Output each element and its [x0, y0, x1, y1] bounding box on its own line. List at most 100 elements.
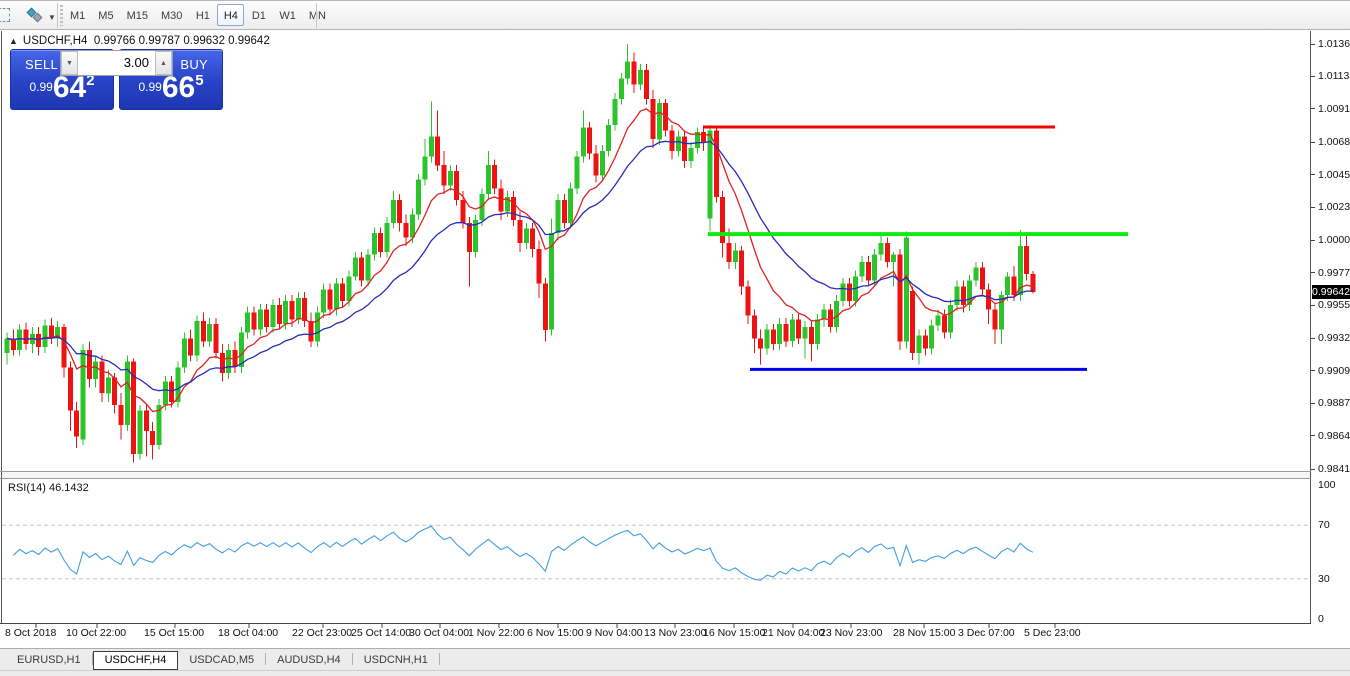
price-axis[interactable]: 1.01360 1.01135 1.00910 1.00680 1.00455 1.002…	[1311, 31, 1350, 647]
price-tick	[1311, 272, 1315, 274]
timeframe-button-d1[interactable]: D1	[251, 10, 266, 22]
price-axis-label: 0.99095	[1318, 364, 1350, 377]
chart-tab-audusd[interactable]: AUDUSD,H4	[277, 654, 341, 666]
time-axis-label: 18 Oct 04:00	[218, 627, 279, 639]
timeframe-button-m15[interactable]: M15	[126, 10, 148, 22]
sell-price-big: 64	[52, 71, 87, 104]
price-tick	[1311, 43, 1315, 45]
price-tick	[1311, 435, 1315, 437]
price-axis-label: 1.00910	[1318, 102, 1350, 115]
tab-separator	[438, 653, 440, 665]
timeframe-button-h1[interactable]: H1	[195, 10, 210, 22]
crosshair-selection-icon[interactable]	[0, 8, 10, 22]
price-tick	[1311, 75, 1315, 77]
chart-tab-usdcad[interactable]: USDCAD,M5	[189, 654, 255, 666]
time-axis-label: 9 Nov 04:00	[586, 627, 643, 639]
time-axis-label: 30 Oct 04:00	[409, 627, 470, 639]
volume-stepper: ▼ 3.00 ▲	[60, 50, 173, 76]
time-axis-label: 22 Oct 23:00	[292, 627, 353, 639]
time-axis-label: 5 Dec 23:00	[1024, 627, 1081, 639]
sell-price-prefix: 0.99	[29, 80, 53, 94]
diamond-icon	[32, 12, 43, 23]
sell-price-pipette: 2	[86, 72, 95, 89]
price-tick	[1311, 174, 1315, 176]
collapse-one-click-icon[interactable]: ▲	[9, 36, 18, 46]
price-axis-label: 0.99775	[1318, 266, 1350, 279]
price-tick	[1311, 402, 1315, 404]
time-axis-label: 21 Nov 04:00	[762, 627, 825, 639]
timeframe-button-m5[interactable]: M5	[98, 10, 114, 22]
timeframe-button-group: M1 M5 M15 M30 H1 H4 D1 W1 MN	[64, 4, 333, 27]
rsi-axis-label: 100	[1318, 479, 1336, 491]
timeframe-button-w1[interactable]: W1	[279, 10, 296, 22]
time-axis[interactable]: 8 Oct 2018 10 Oct 22:00 15 Oct 15:00 18 Oct…	[0, 627, 1311, 647]
one-click-trading-panel: SELL 0.99642 BUY 0.99665 ▼ 3.00 ▲	[10, 48, 223, 111]
toolbar-grip[interactable]	[60, 5, 63, 26]
price-axis-label: 1.00680	[1318, 136, 1350, 149]
buy-price: 0.99665	[120, 71, 222, 105]
tab-separator	[351, 653, 353, 665]
rsi-axis-label: 30	[1318, 572, 1330, 585]
time-axis-label: 25 Oct 14:00	[351, 627, 412, 639]
buy-label: BUY	[180, 57, 208, 72]
price-tick	[1311, 141, 1315, 143]
chart-tab-usdchf[interactable]: USDCHF,H4	[92, 651, 179, 670]
price-tick	[1311, 206, 1315, 208]
time-axis-label: 23 Nov 23:00	[820, 627, 883, 639]
status-bar	[0, 670, 1350, 676]
chart-tab-bar: EURUSD,H1 USDCHF,H4 USDCAD,M5 AUDUSD,H4 USDC…	[0, 648, 1350, 670]
price-tick	[1311, 468, 1315, 470]
price-tick	[1311, 304, 1315, 306]
price-axis-label: 0.98415	[1318, 463, 1350, 475]
candles-layer	[4, 44, 1036, 463]
time-axis-label: 3 Dec 07:00	[958, 627, 1015, 639]
moving-average-fast[interactable]	[6, 108, 1034, 413]
time-axis-label: 1 Nov 22:00	[468, 627, 525, 639]
buy-price-big: 66	[161, 71, 196, 104]
dropdown-caret-icon[interactable]: ▼	[48, 13, 56, 22]
price-axis-label: 1.01360	[1318, 38, 1350, 50]
chart-tab-eurusd[interactable]: EURUSD,H1	[17, 654, 81, 666]
subwindow-splitter[interactable]	[2, 471, 1310, 479]
price-axis-label: 0.98645	[1318, 429, 1350, 442]
rsi-axis-label: 0	[1318, 613, 1324, 625]
sell-price: 0.99642	[11, 71, 113, 105]
time-axis-label: 6 Nov 15:00	[527, 627, 584, 639]
volume-decrease-button[interactable]: ▼	[61, 51, 78, 75]
time-axis-label: 13 Nov 23:00	[644, 627, 707, 639]
chart-title: ▲ USDCHF,H4 0.99766 0.99787 0.99632 0.996…	[9, 35, 270, 47]
chart-tab-usdcnh[interactable]: USDCNH,H1	[363, 654, 428, 666]
time-axis-label: 15 Oct 15:00	[144, 627, 205, 639]
moving-average-slow[interactable]	[6, 140, 1033, 392]
volume-value[interactable]: 3.00	[123, 55, 149, 70]
current-price-badge: 0.99642	[1312, 284, 1350, 299]
timeframe-button-m1[interactable]: M1	[70, 10, 86, 22]
time-axis-label: 28 Nov 15:00	[893, 627, 956, 639]
volume-increase-button[interactable]: ▲	[155, 51, 172, 75]
time-axis-label: 8 Oct 2018	[5, 627, 57, 639]
arrange-windows-icon[interactable]	[26, 7, 45, 23]
time-axis-label: 10 Oct 22:00	[66, 627, 127, 639]
price-tick	[1311, 337, 1315, 339]
toolbar-separator	[316, 3, 317, 28]
price-axis-label: 1.00455	[1318, 168, 1350, 181]
price-chart-canvas[interactable]	[0, 31, 1311, 647]
chart-ohlc-values: 0.99766 0.99787 0.99632 0.99642	[93, 35, 270, 47]
rsi-indicator-label: RSI(14) 46.1432	[8, 482, 89, 494]
sell-label: SELL	[25, 57, 59, 72]
chart-symbol-label: USDCHF,H4	[22, 35, 88, 47]
buy-price-pipette: 5	[195, 72, 204, 89]
timeframe-button-mn[interactable]: MN	[308, 10, 326, 22]
price-axis-label: 1.01135	[1318, 70, 1350, 83]
timeframe-button-h4[interactable]: H4	[217, 4, 245, 26]
chart-window: 1.01360 1.01135 1.00910 1.00680 1.00455 1.002…	[0, 31, 1350, 647]
price-axis-label: 1.00230	[1318, 201, 1350, 214]
time-axis-label: 16 Nov 15:00	[703, 627, 766, 639]
buy-price-prefix: 0.99	[138, 80, 162, 94]
timeframe-button-m30[interactable]: M30	[160, 10, 183, 22]
tab-separator	[91, 653, 93, 665]
